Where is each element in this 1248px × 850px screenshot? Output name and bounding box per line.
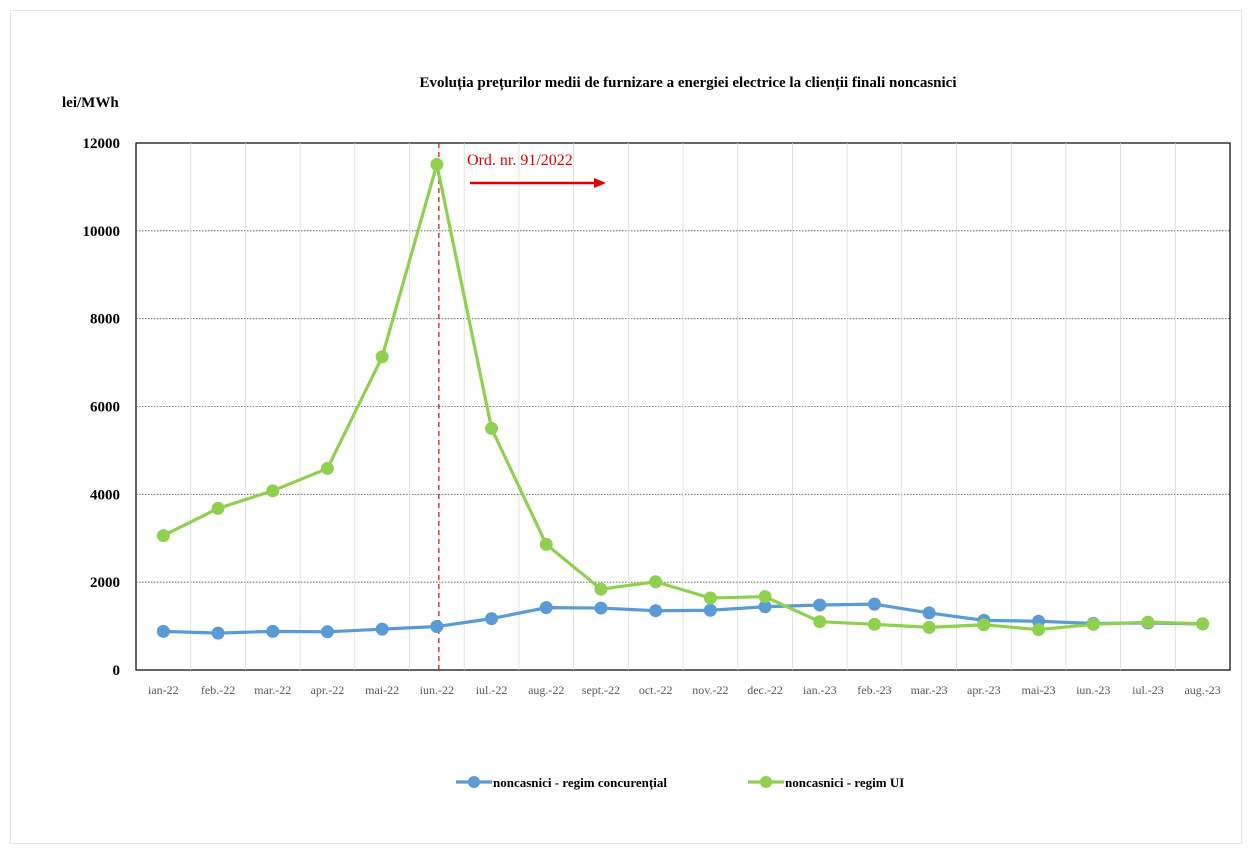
legend-swatch-marker xyxy=(468,776,480,788)
y-axis-ticks: 0 2000 4000 6000 8000 10000 12000 xyxy=(83,136,121,679)
annotation-text: Ord. nr. 91/2022 xyxy=(467,152,573,169)
data-point-series-1 xyxy=(156,624,170,638)
data-point-series-1 xyxy=(266,624,280,638)
data-point-series-2 xyxy=(485,421,499,435)
y-tick-label: 0 xyxy=(113,663,121,679)
data-point-series-1 xyxy=(867,597,881,611)
data-point-series-2 xyxy=(977,618,991,632)
legend-swatch-marker xyxy=(760,776,772,788)
x-tick-label: iul.-22 xyxy=(476,683,508,697)
data-point-series-2 xyxy=(211,501,225,515)
y-tick-label: 6000 xyxy=(90,400,120,416)
y-tick-label: 4000 xyxy=(90,487,120,503)
x-tick-label: mar.-23 xyxy=(911,683,948,697)
data-point-series-2 xyxy=(813,615,827,629)
series-group xyxy=(156,158,1210,640)
x-tick-label: apr.-22 xyxy=(311,683,345,697)
series-line-2 xyxy=(162,162,1203,632)
data-point-series-2 xyxy=(1086,617,1100,631)
data-point-series-2 xyxy=(1196,617,1210,631)
data-point-series-2 xyxy=(320,461,334,475)
x-tick-label: mai-22 xyxy=(365,683,399,697)
data-point-series-2 xyxy=(649,575,663,589)
x-tick-label: mai-23 xyxy=(1022,683,1056,697)
annotation: Ord. nr. 91/2022 xyxy=(438,143,606,670)
data-point-series-1 xyxy=(813,598,827,612)
data-point-series-2 xyxy=(1032,623,1046,637)
x-tick-label: iun.-22 xyxy=(420,683,454,697)
x-tick-label: oct.-22 xyxy=(639,683,673,697)
x-tick-label: aug.-23 xyxy=(1184,683,1220,697)
y-axis-label: lei/MWh xyxy=(62,95,119,111)
data-point-series-1 xyxy=(211,626,225,640)
series-line-1 xyxy=(163,602,1203,635)
x-tick-label: aug.-22 xyxy=(528,683,564,697)
x-axis-ticks: ian-22 feb.-22 mar.-22 apr.-22 mai-22 iun.-22… xyxy=(148,683,1221,697)
y-tick-label: 10000 xyxy=(83,224,121,240)
data-point-series-2 xyxy=(539,537,553,551)
x-tick-label: feb.-23 xyxy=(857,683,891,697)
x-tick-label: feb.-22 xyxy=(201,683,235,697)
data-point-series-2 xyxy=(266,484,280,498)
data-point-series-1 xyxy=(922,606,936,620)
y-tick-label: 12000 xyxy=(83,136,121,152)
data-point-series-2 xyxy=(156,529,170,543)
data-point-series-2 xyxy=(1141,615,1155,629)
legend-label: noncasnici - regim concurențial xyxy=(493,775,667,791)
data-point-series-2 xyxy=(867,617,881,631)
x-tick-label: ian-22 xyxy=(148,683,179,697)
data-point-series-2 xyxy=(375,350,389,364)
data-point-series-2 xyxy=(922,620,936,634)
data-point-series-2 xyxy=(758,590,772,604)
data-point-series-1 xyxy=(594,601,608,615)
x-tick-label: iun.-23 xyxy=(1076,683,1110,697)
data-point-series-1 xyxy=(430,620,444,634)
chart-title: Evoluția prețurilor medii de furnizare a… xyxy=(420,75,957,91)
data-point-series-2 xyxy=(430,158,444,172)
x-tick-label: mar.-22 xyxy=(254,683,291,697)
legend-label: noncasnici - regim UI xyxy=(785,775,904,790)
x-tick-label: iul.-23 xyxy=(1132,683,1164,697)
grid xyxy=(136,143,1230,670)
data-point-series-2 xyxy=(594,582,608,596)
x-tick-label: ian.-23 xyxy=(803,683,837,697)
data-point-series-1 xyxy=(320,625,334,639)
data-point-series-1 xyxy=(758,600,772,614)
data-point-series-1 xyxy=(539,601,553,615)
data-point-series-1 xyxy=(649,604,663,618)
data-point-series-1 xyxy=(703,603,717,617)
x-tick-label: nov.-22 xyxy=(692,683,728,697)
annotation-arrow-head xyxy=(594,178,606,188)
data-point-series-1 xyxy=(375,622,389,636)
y-tick-label: 8000 xyxy=(90,312,120,328)
y-tick-label: 2000 xyxy=(90,575,120,591)
x-tick-label: apr.-23 xyxy=(967,683,1001,697)
x-tick-label: dec.-22 xyxy=(747,683,783,697)
data-point-series-1 xyxy=(485,612,499,626)
x-tick-label: sept.-22 xyxy=(582,683,620,697)
data-point-series-2 xyxy=(703,591,717,605)
legend: noncasnici - regim concurențial noncasnic… xyxy=(456,775,904,791)
